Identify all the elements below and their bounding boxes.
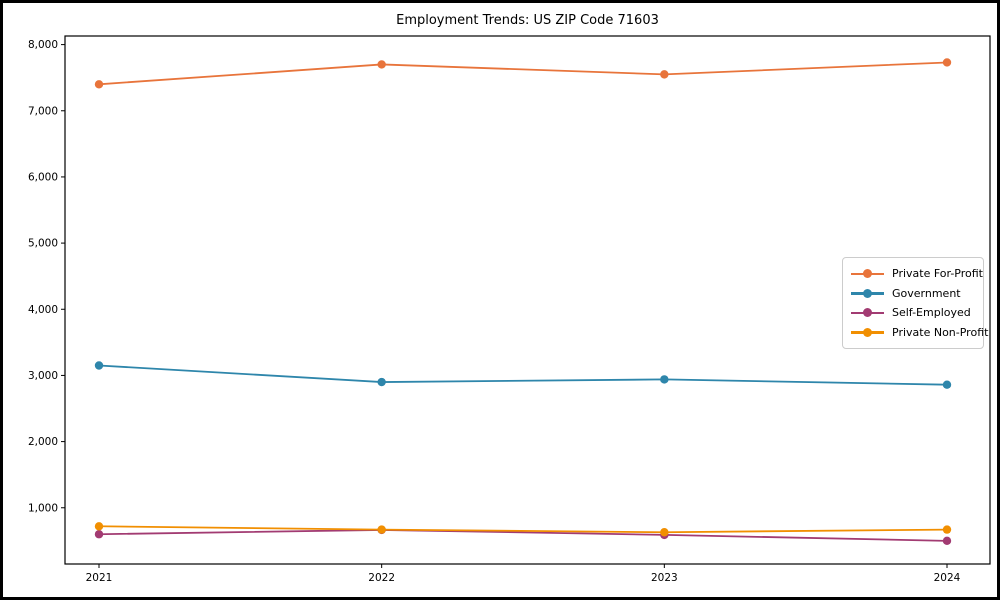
series-line-self-employed <box>98 529 948 542</box>
plot-frame <box>64 35 991 565</box>
plot-area: 1,000 2,000 3,000 4,000 5,000 6,000 7,000 8,000… <box>28 35 991 584</box>
legend-item-private-for-profit: Private For-Profit <box>851 264 983 284</box>
y-tick-label: 2,000 <box>28 436 58 448</box>
legend-item-government: Government <box>851 284 975 304</box>
data-point-private-non-profit <box>377 525 386 534</box>
data-point-private-non-profit <box>94 522 104 531</box>
data-point-private-for-profit <box>377 60 386 69</box>
data-point-private-for-profit <box>94 80 104 89</box>
data-point-government <box>94 361 104 370</box>
y-tick-label: 6,000 <box>28 171 58 183</box>
y-tick-label: 1,000 <box>28 502 58 514</box>
chart-title: Employment Trends: US ZIP Code 71603 <box>396 13 659 28</box>
legend-label: Private For-Profit <box>892 267 983 281</box>
data-point-government <box>660 375 669 384</box>
series-line-private-non-profit <box>98 525 948 534</box>
data-point-self-employed <box>94 530 104 539</box>
legend-item-private-non-profit: Private Non-Profit <box>851 323 988 343</box>
legend-item-self-employed: Self-Employed <box>851 303 975 323</box>
y-tick-label: 3,000 <box>28 370 58 382</box>
y-tick-label: 5,000 <box>28 238 58 250</box>
data-point-private-non-profit <box>942 525 952 534</box>
x-tick-label: 2023 <box>651 572 678 584</box>
series-line-government <box>98 364 948 386</box>
data-point-private-for-profit <box>942 58 952 67</box>
y-tick-label: 8,000 <box>28 39 58 51</box>
y-tick-label: 7,000 <box>28 105 58 117</box>
legend-label: Self-Employed <box>892 306 971 320</box>
series-line-private-for-profit <box>98 61 948 86</box>
data-point-private-non-profit <box>660 528 669 537</box>
legend: Private For-Profit Government Self-Employe… <box>842 257 988 349</box>
data-point-self-employed <box>942 536 952 546</box>
data-point-private-for-profit <box>660 70 669 79</box>
x-tick-label: 2024 <box>934 572 961 584</box>
data-point-government <box>377 377 386 387</box>
legend-label: Private Non-Profit <box>892 325 989 339</box>
x-tick-label: 2021 <box>86 572 113 584</box>
data-point-government <box>942 380 952 389</box>
y-tick-label: 4,000 <box>28 304 58 316</box>
x-tick-label: 2022 <box>368 572 395 584</box>
legend-label: Government <box>892 286 961 300</box>
